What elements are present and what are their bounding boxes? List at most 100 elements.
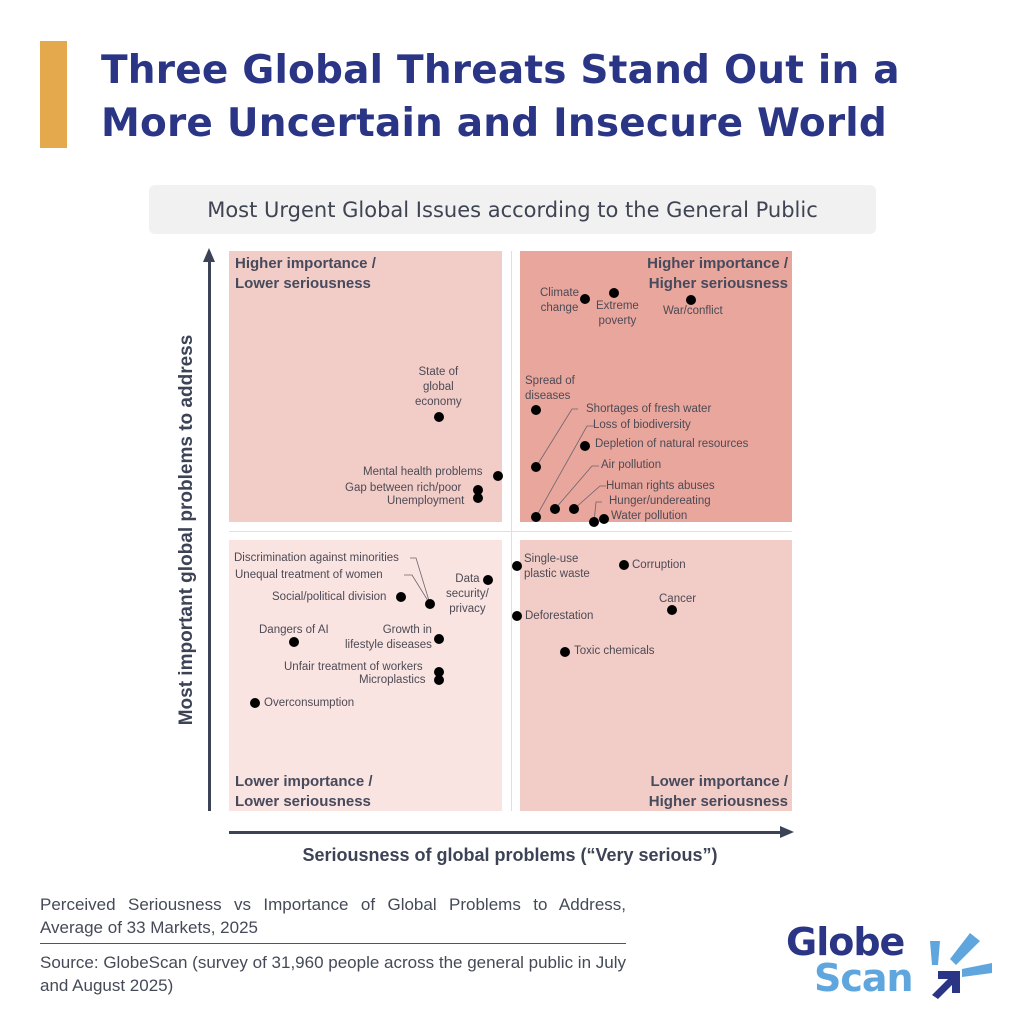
globescan-logo: Globe Scan	[786, 923, 1006, 1003]
label-deforestation: Deforestation	[525, 610, 594, 622]
horizontal-divider	[229, 531, 792, 532]
label-line: global	[422, 381, 454, 393]
label-climate-change: Climate change	[540, 286, 579, 316]
quadrant-label-line: Lower importance /	[235, 773, 373, 790]
x-axis-arrow-icon	[780, 826, 794, 838]
label-discrimination-minorities: Discrimination against minorities	[234, 552, 399, 564]
label-single-use-plastic: Single-use plastic waste	[524, 552, 590, 582]
quadrant-label-bottom-right: Lower importance / Higher seriousness	[649, 772, 788, 812]
quadrant-label-line: Lower importance /	[650, 773, 788, 790]
label-war-conflict: War/conflict	[663, 305, 723, 317]
point-climate-change	[580, 294, 590, 304]
label-unfair-treatment-workers: Unfair treatment of workers	[284, 661, 423, 673]
point-unfair-treatment-workers	[434, 667, 444, 677]
label-line: Data	[455, 573, 480, 585]
quadrant-label-line: Lower seriousness	[235, 275, 371, 292]
label-unemployment: Unemployment	[387, 495, 465, 507]
point-human-rights-abuses	[569, 504, 579, 514]
point-dangers-of-ai	[289, 637, 299, 647]
point-discrimination-women	[425, 599, 435, 609]
label-water-pollution: Water pollution	[611, 510, 688, 522]
label-line: privacy	[449, 603, 486, 615]
quadrant-label-line: Higher importance /	[647, 255, 788, 272]
label-lifestyle-diseases: Growth in lifestyle diseases	[345, 623, 432, 653]
quadrant-label-line: Higher importance /	[235, 255, 376, 272]
chart-caption: Perceived Seriousness vs Importance of G…	[40, 895, 626, 937]
quadrant-bottom-right	[520, 540, 792, 811]
label-shortages-fresh-water: Shortages of fresh water	[586, 403, 712, 415]
label-line: lifestyle diseases	[345, 639, 432, 651]
point-spread-of-diseases	[531, 405, 541, 415]
point-loss-of-biodiversity	[531, 512, 541, 522]
label-hunger-undereating: Hunger/undereating	[609, 495, 711, 507]
label-overconsumption: Overconsumption	[264, 697, 355, 709]
point-deforestation	[512, 611, 522, 621]
label-line: plastic waste	[524, 568, 590, 580]
point-extreme-poverty	[609, 288, 619, 298]
label-cancer: Cancer	[659, 593, 697, 605]
label-loss-of-biodiversity: Loss of biodiversity	[593, 419, 691, 431]
label-line: poverty	[598, 315, 637, 327]
point-mental-health-problems	[493, 471, 503, 481]
y-axis-label: Most important global problems to addres…	[176, 334, 197, 726]
label-social-political-division: Social/political division	[272, 591, 387, 603]
y-axis-arrow-icon	[203, 248, 215, 262]
point-single-use-plastic	[512, 561, 522, 571]
label-data-security: Data security/ privacy	[446, 572, 489, 617]
caption-divider	[40, 943, 626, 944]
point-hunger-undereating	[589, 517, 599, 527]
point-toxic-chemicals	[560, 647, 570, 657]
quadrant-label-line: Lower seriousness	[235, 793, 371, 810]
point-lifestyle-diseases	[434, 634, 444, 644]
label-state-of-global-economy: State of global economy	[415, 365, 462, 410]
quadrant-label-top-left: Higher importance / Lower seriousness	[235, 254, 376, 294]
label-air-pollution: Air pollution	[601, 459, 662, 471]
point-air-pollution	[550, 504, 560, 514]
label-line: Spread of	[525, 375, 575, 387]
label-line: change	[540, 302, 579, 314]
source-note: Source: GlobeScan (survey of 31,960 peop…	[40, 953, 626, 995]
label-human-rights-abuses: Human rights abuses	[606, 480, 715, 492]
point-gap-rich-poor	[473, 485, 483, 495]
point-microplastics	[434, 675, 444, 685]
label-toxic-chemicals: Toxic chemicals	[574, 645, 655, 657]
label-line: Climate	[540, 287, 579, 299]
title-line-1: Three Global Threats Stand Out in a	[101, 48, 900, 93]
point-unemployment	[473, 493, 483, 503]
quadrant-top-left	[229, 251, 502, 522]
quadrant-label-bottom-left: Lower importance / Lower seriousness	[235, 772, 373, 812]
label-mental-health-problems: Mental health problems	[363, 466, 483, 478]
label-line: economy	[415, 396, 462, 408]
y-axis-line	[208, 260, 211, 811]
label-microplastics: Microplastics	[359, 674, 426, 686]
label-line: Growth in	[382, 624, 432, 636]
label-extreme-poverty: Extreme poverty	[596, 299, 639, 329]
point-shortages-fresh-water	[531, 462, 541, 472]
page-title: Three Global Threats Stand Out in a More…	[101, 44, 981, 150]
label-corruption: Corruption	[632, 559, 686, 571]
chart-subtitle-box: Most Urgent Global Issues according to t…	[149, 185, 876, 234]
quadrant-label-line: Higher seriousness	[648, 793, 788, 810]
chart-subtitle: Most Urgent Global Issues according to t…	[207, 197, 818, 222]
point-data-security	[483, 575, 493, 585]
point-water-pollution	[599, 514, 609, 524]
point-war-conflict	[686, 295, 696, 305]
label-spread-of-diseases: Spread of diseases	[525, 374, 575, 404]
quadrant-bottom-left	[229, 540, 502, 811]
point-overconsumption	[250, 698, 260, 708]
point-depletion-natural-resources	[580, 441, 590, 451]
label-line: State of	[418, 366, 459, 378]
point-cancer	[667, 605, 677, 615]
x-axis-line	[229, 831, 782, 834]
point-social-political-division	[396, 592, 406, 602]
label-dangers-of-ai: Dangers of AI	[259, 624, 329, 636]
label-gap-rich-poor: Gap between rich/poor	[345, 482, 462, 494]
label-line: security/	[446, 588, 489, 600]
title-line-2: More Uncertain and Insecure World	[101, 101, 887, 146]
label-line: Single-use	[524, 553, 579, 565]
logo-text-globe: Globe	[786, 920, 905, 964]
logo-burst-arrow-icon	[930, 933, 992, 999]
quadrant-label-line: Higher seriousness	[648, 275, 788, 292]
point-corruption	[619, 560, 629, 570]
